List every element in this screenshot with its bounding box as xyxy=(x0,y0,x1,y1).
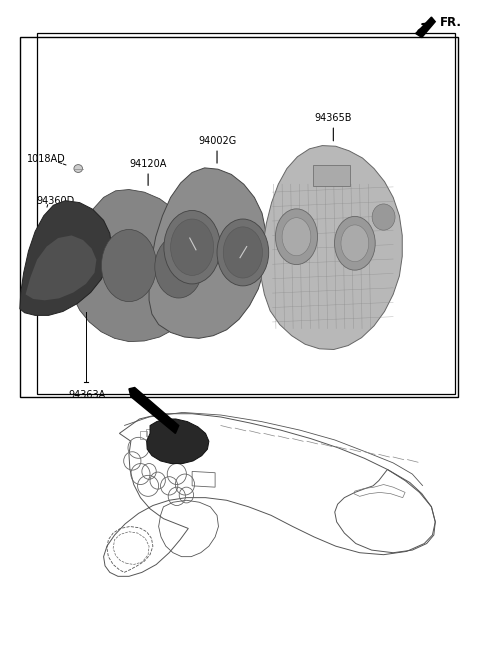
Text: 1018AD: 1018AD xyxy=(27,154,66,164)
Ellipse shape xyxy=(164,210,220,284)
Ellipse shape xyxy=(282,217,311,256)
Text: 94120A: 94120A xyxy=(130,159,167,170)
Ellipse shape xyxy=(74,165,83,173)
Polygon shape xyxy=(72,189,204,342)
Text: 94363A: 94363A xyxy=(68,390,106,400)
Ellipse shape xyxy=(101,229,156,302)
Ellipse shape xyxy=(223,227,263,278)
Text: 94360D: 94360D xyxy=(36,196,75,206)
Polygon shape xyxy=(149,168,267,338)
Polygon shape xyxy=(262,146,402,350)
Polygon shape xyxy=(25,235,96,300)
Ellipse shape xyxy=(341,225,369,261)
Ellipse shape xyxy=(372,204,395,230)
Ellipse shape xyxy=(155,236,203,298)
Ellipse shape xyxy=(217,219,269,286)
Polygon shape xyxy=(129,388,179,434)
Polygon shape xyxy=(20,200,112,315)
Polygon shape xyxy=(147,419,209,464)
Text: 94365B: 94365B xyxy=(314,113,352,124)
Polygon shape xyxy=(416,17,435,37)
Text: FR.: FR. xyxy=(440,16,462,29)
FancyBboxPatch shape xyxy=(313,165,349,185)
Text: 94002G: 94002G xyxy=(198,136,236,147)
Ellipse shape xyxy=(170,219,214,275)
Ellipse shape xyxy=(335,216,375,270)
Ellipse shape xyxy=(276,209,318,265)
